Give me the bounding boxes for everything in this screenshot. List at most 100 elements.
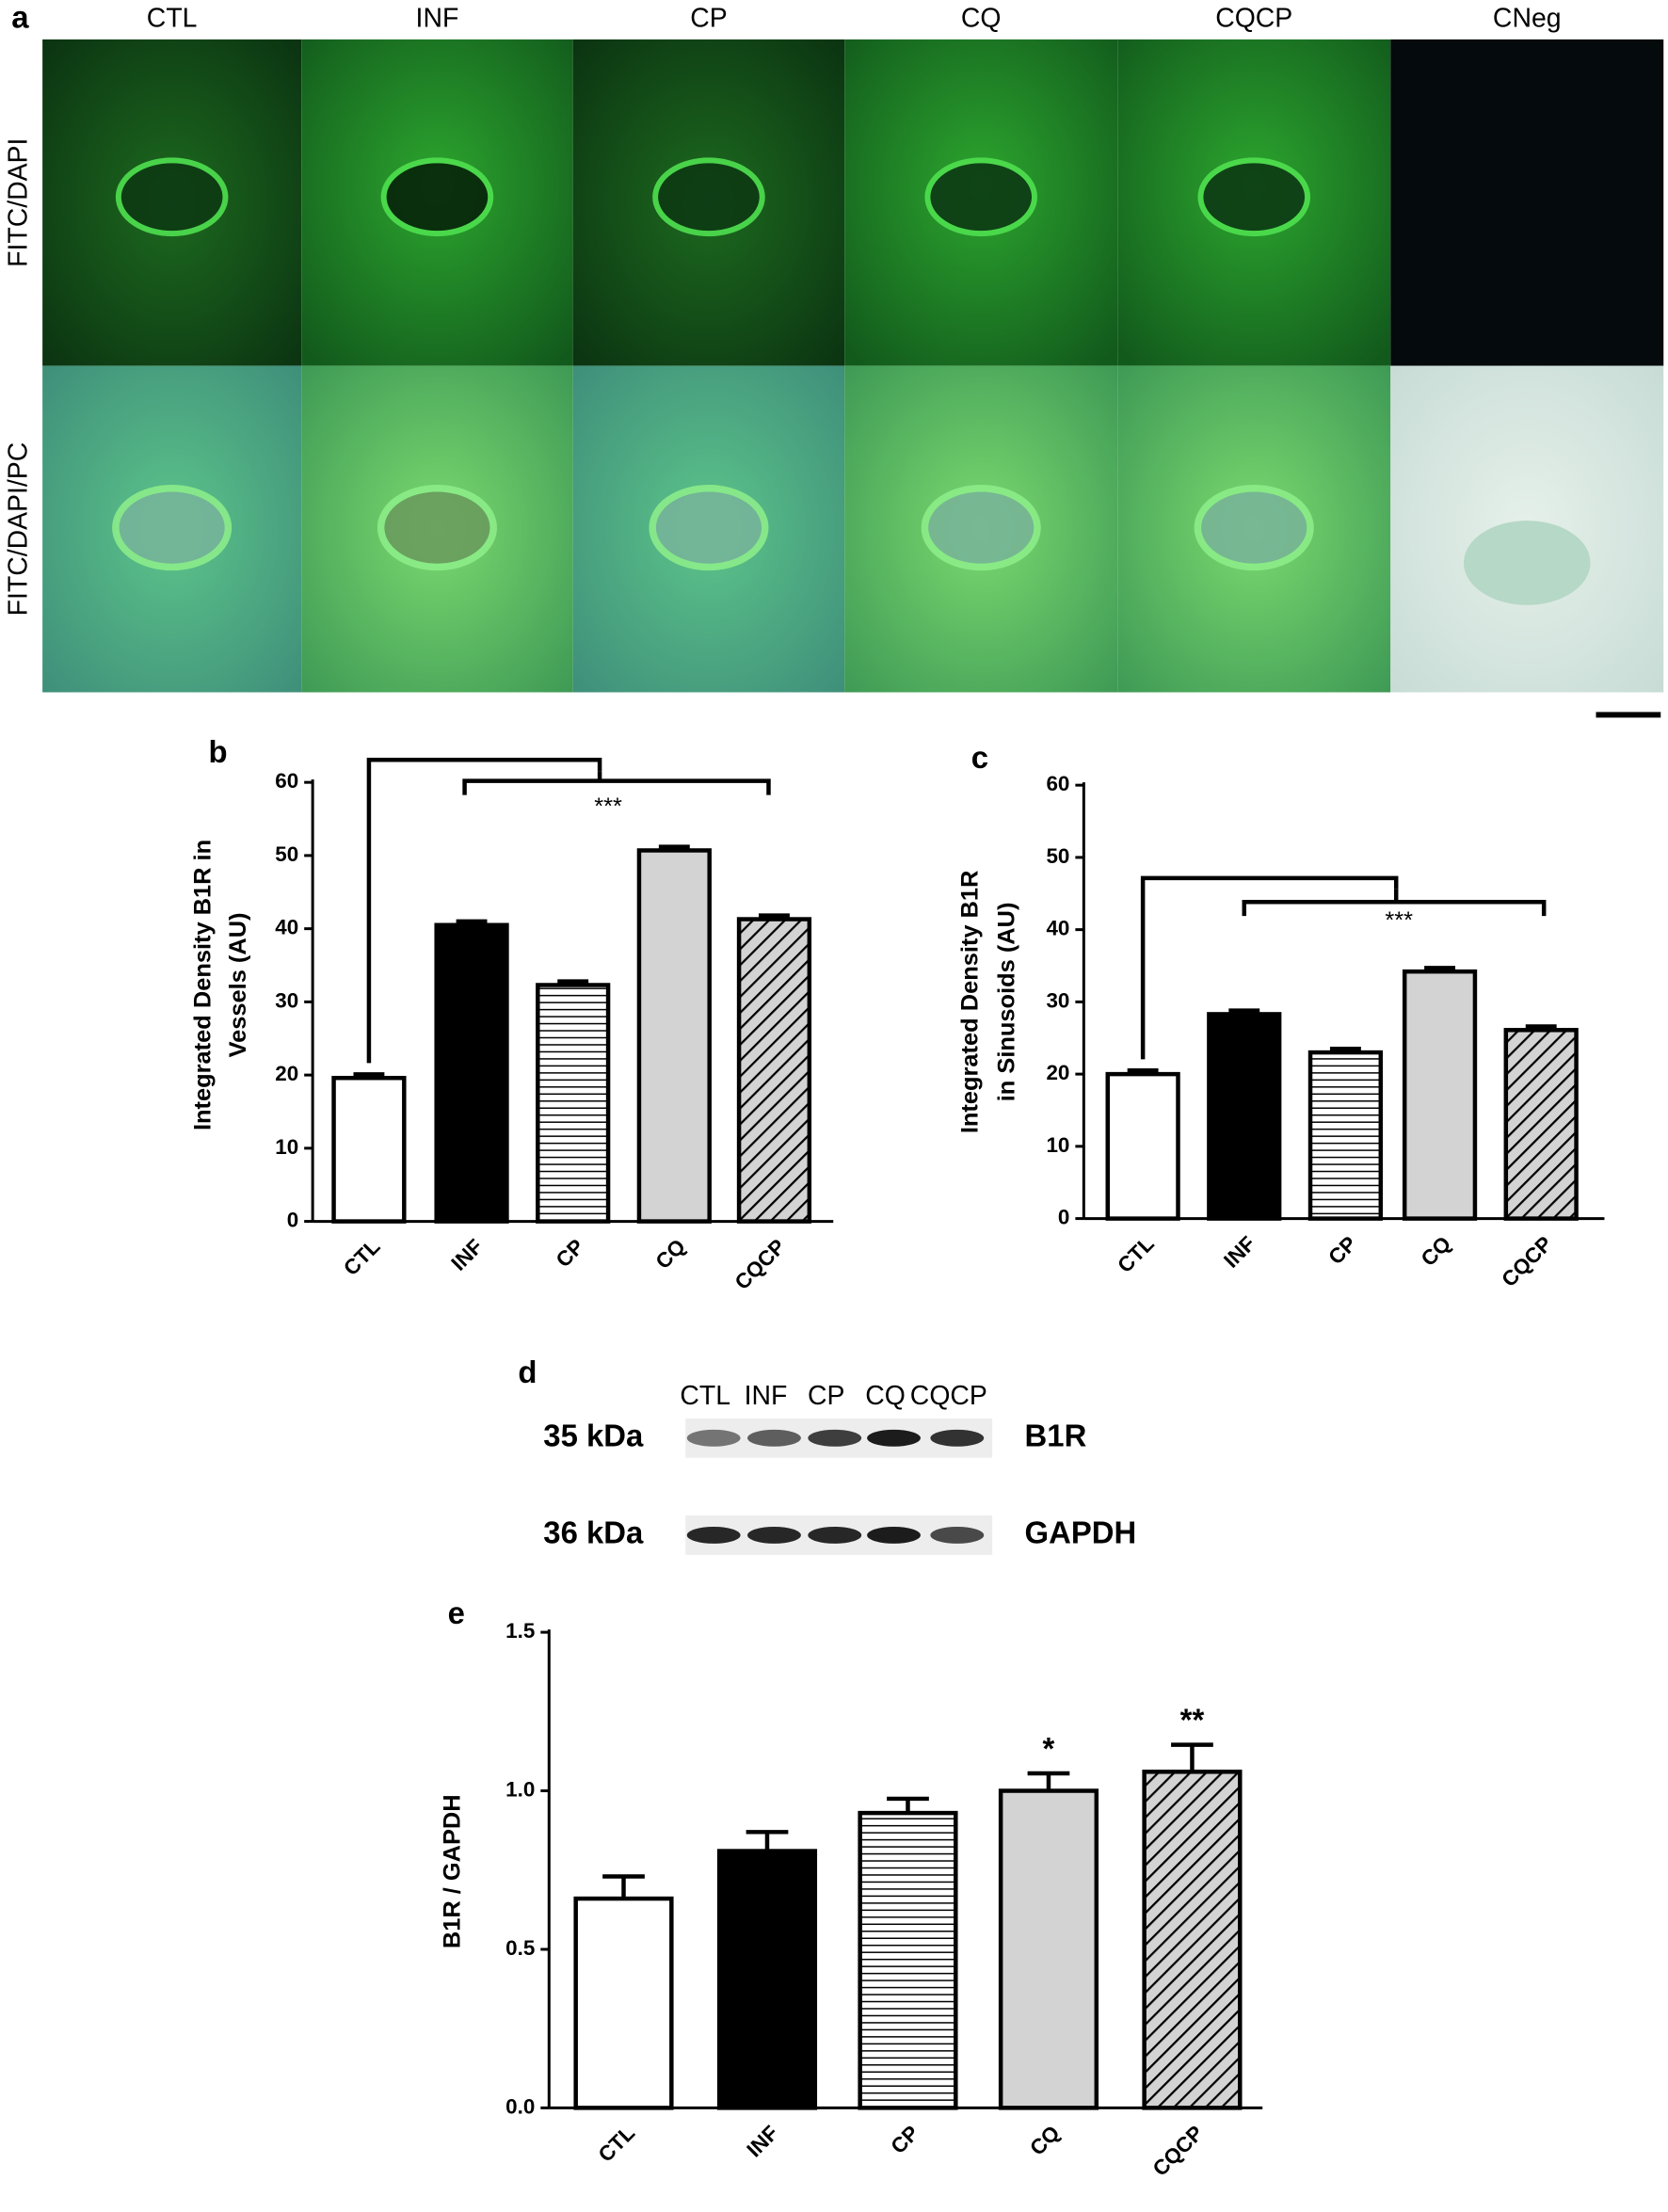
error-bar: [1027, 1771, 1070, 1791]
vessel: [377, 484, 497, 571]
band: [686, 1526, 741, 1544]
error-bar: [1424, 966, 1456, 972]
y-tick-label: 50: [275, 842, 298, 866]
error-bar: [759, 913, 790, 920]
band: [930, 1526, 985, 1544]
vessel: [649, 484, 769, 571]
panel-label: a: [11, 0, 29, 35]
x-tick-label: CTL: [1113, 1232, 1158, 1277]
bar: [331, 1075, 407, 1224]
bar: [573, 1896, 674, 2110]
y-tick-label: 1.0: [505, 1777, 535, 1801]
bar: [636, 848, 712, 1224]
error-bar: [557, 979, 589, 986]
x-tick-label: CQCP: [730, 1235, 790, 1294]
x-tick-label: INF: [447, 1235, 488, 1275]
y-axis-label: B1R / GAPDH: [439, 1794, 465, 1948]
bar: [1142, 1770, 1243, 2110]
panel-label: b: [209, 734, 228, 769]
y-axis-label: Integrated Density B1R: [956, 871, 983, 1134]
lane-label: CQ: [865, 1381, 906, 1411]
column-label: CQ: [961, 3, 1002, 33]
size-label: 35 kDa: [543, 1418, 644, 1452]
vessel: [921, 484, 1041, 571]
band: [808, 1429, 862, 1447]
x-tick-label: CP: [1323, 1232, 1361, 1270]
x-tick-label: CP: [886, 2121, 923, 2158]
bar: [1105, 1071, 1180, 1221]
y-tick-label: 40: [275, 916, 298, 939]
x-tick-label: CQ: [1025, 2121, 1064, 2159]
y-tick-label: 10: [275, 1135, 298, 1159]
band: [867, 1429, 921, 1447]
y-tick-label: 60: [1046, 772, 1069, 795]
lane-label: CP: [808, 1381, 844, 1411]
y-tick-label: 40: [1046, 917, 1069, 940]
column-label: INF: [416, 3, 459, 33]
column-label: CNeg: [1493, 3, 1562, 33]
vessel: [115, 157, 229, 237]
error-bar: [1525, 1024, 1557, 1031]
panel-d: d CTL INF CP CQ CQCP 35 kDa B1R 36 kDa GAPDH: [518, 1354, 1136, 1555]
row-label: FITC/DAPI: [4, 138, 34, 267]
protein-label: GAPDH: [1025, 1515, 1137, 1550]
column-label: CP: [690, 3, 727, 33]
micrograph: [1390, 39, 1664, 366]
band: [867, 1526, 921, 1544]
x-tick-label: CTL: [594, 2121, 639, 2166]
panel-a: a CTL INF CP CQ CQCP CNeg FITC/DAPI FITC/DAPI/P…: [4, 0, 1664, 718]
y-tick-label: 50: [1046, 844, 1069, 868]
bar: [1207, 1012, 1282, 1221]
bar: [536, 983, 611, 1224]
scale-bar: [1596, 712, 1661, 718]
y-tick-label: 0.0: [505, 2094, 535, 2118]
y-tick-label: 30: [1046, 988, 1069, 1012]
x-tick-label: CQ: [651, 1235, 690, 1274]
y-tick-label: 0: [1058, 1206, 1069, 1229]
significance: **: [1180, 1702, 1205, 1737]
bar: [998, 1788, 1099, 2110]
error-bar: [746, 1830, 789, 1851]
band: [808, 1526, 862, 1544]
y-tick-label: 20: [1046, 1061, 1069, 1084]
bar: [1503, 1028, 1579, 1221]
error-bar: [602, 1874, 645, 1899]
error-bar: [1127, 1068, 1159, 1075]
band: [747, 1526, 801, 1544]
error-bar: [353, 1072, 385, 1079]
y-tick-label: 10: [1046, 1133, 1069, 1157]
y-axis-label: Integrated Density B1R in: [190, 840, 217, 1130]
x-tick-label: CQ: [1417, 1232, 1455, 1271]
y-tick-label: 60: [275, 769, 298, 793]
error-bar: [1228, 1008, 1260, 1015]
panel-label: d: [518, 1354, 537, 1389]
error-bar: [1171, 1742, 1213, 1772]
error-bar: [887, 1796, 929, 1814]
lane-label: CTL: [680, 1381, 730, 1411]
x-tick-label: INF: [1219, 1232, 1259, 1273]
y-tick-label: 0.5: [505, 1936, 535, 1960]
vessel: [1463, 521, 1591, 605]
y-tick-label: 30: [275, 988, 298, 1012]
vessel: [380, 157, 494, 237]
protein-label: B1R: [1025, 1418, 1087, 1452]
y-tick-label: 20: [275, 1062, 298, 1085]
x-tick-label: CQCP: [1497, 1232, 1556, 1291]
x-tick-label: INF: [742, 2121, 782, 2161]
column-label: CQCP: [1215, 3, 1292, 33]
vessel: [924, 157, 1038, 237]
significance: ***: [1385, 907, 1413, 934]
error-bar: [658, 844, 690, 851]
x-tick-label: CP: [552, 1235, 589, 1273]
x-tick-label: CQCP: [1148, 2121, 1208, 2180]
vessel: [1194, 484, 1314, 571]
bar: [736, 917, 812, 1224]
y-axis-label: in Sinusoids (AU): [993, 903, 1019, 1102]
row-label: FITC/DAPI/PC: [4, 442, 34, 617]
bracket: [1242, 889, 1547, 917]
significance: ***: [594, 793, 622, 820]
bar: [716, 1849, 818, 2110]
bracket: [462, 771, 771, 795]
bracket: [366, 758, 602, 1064]
